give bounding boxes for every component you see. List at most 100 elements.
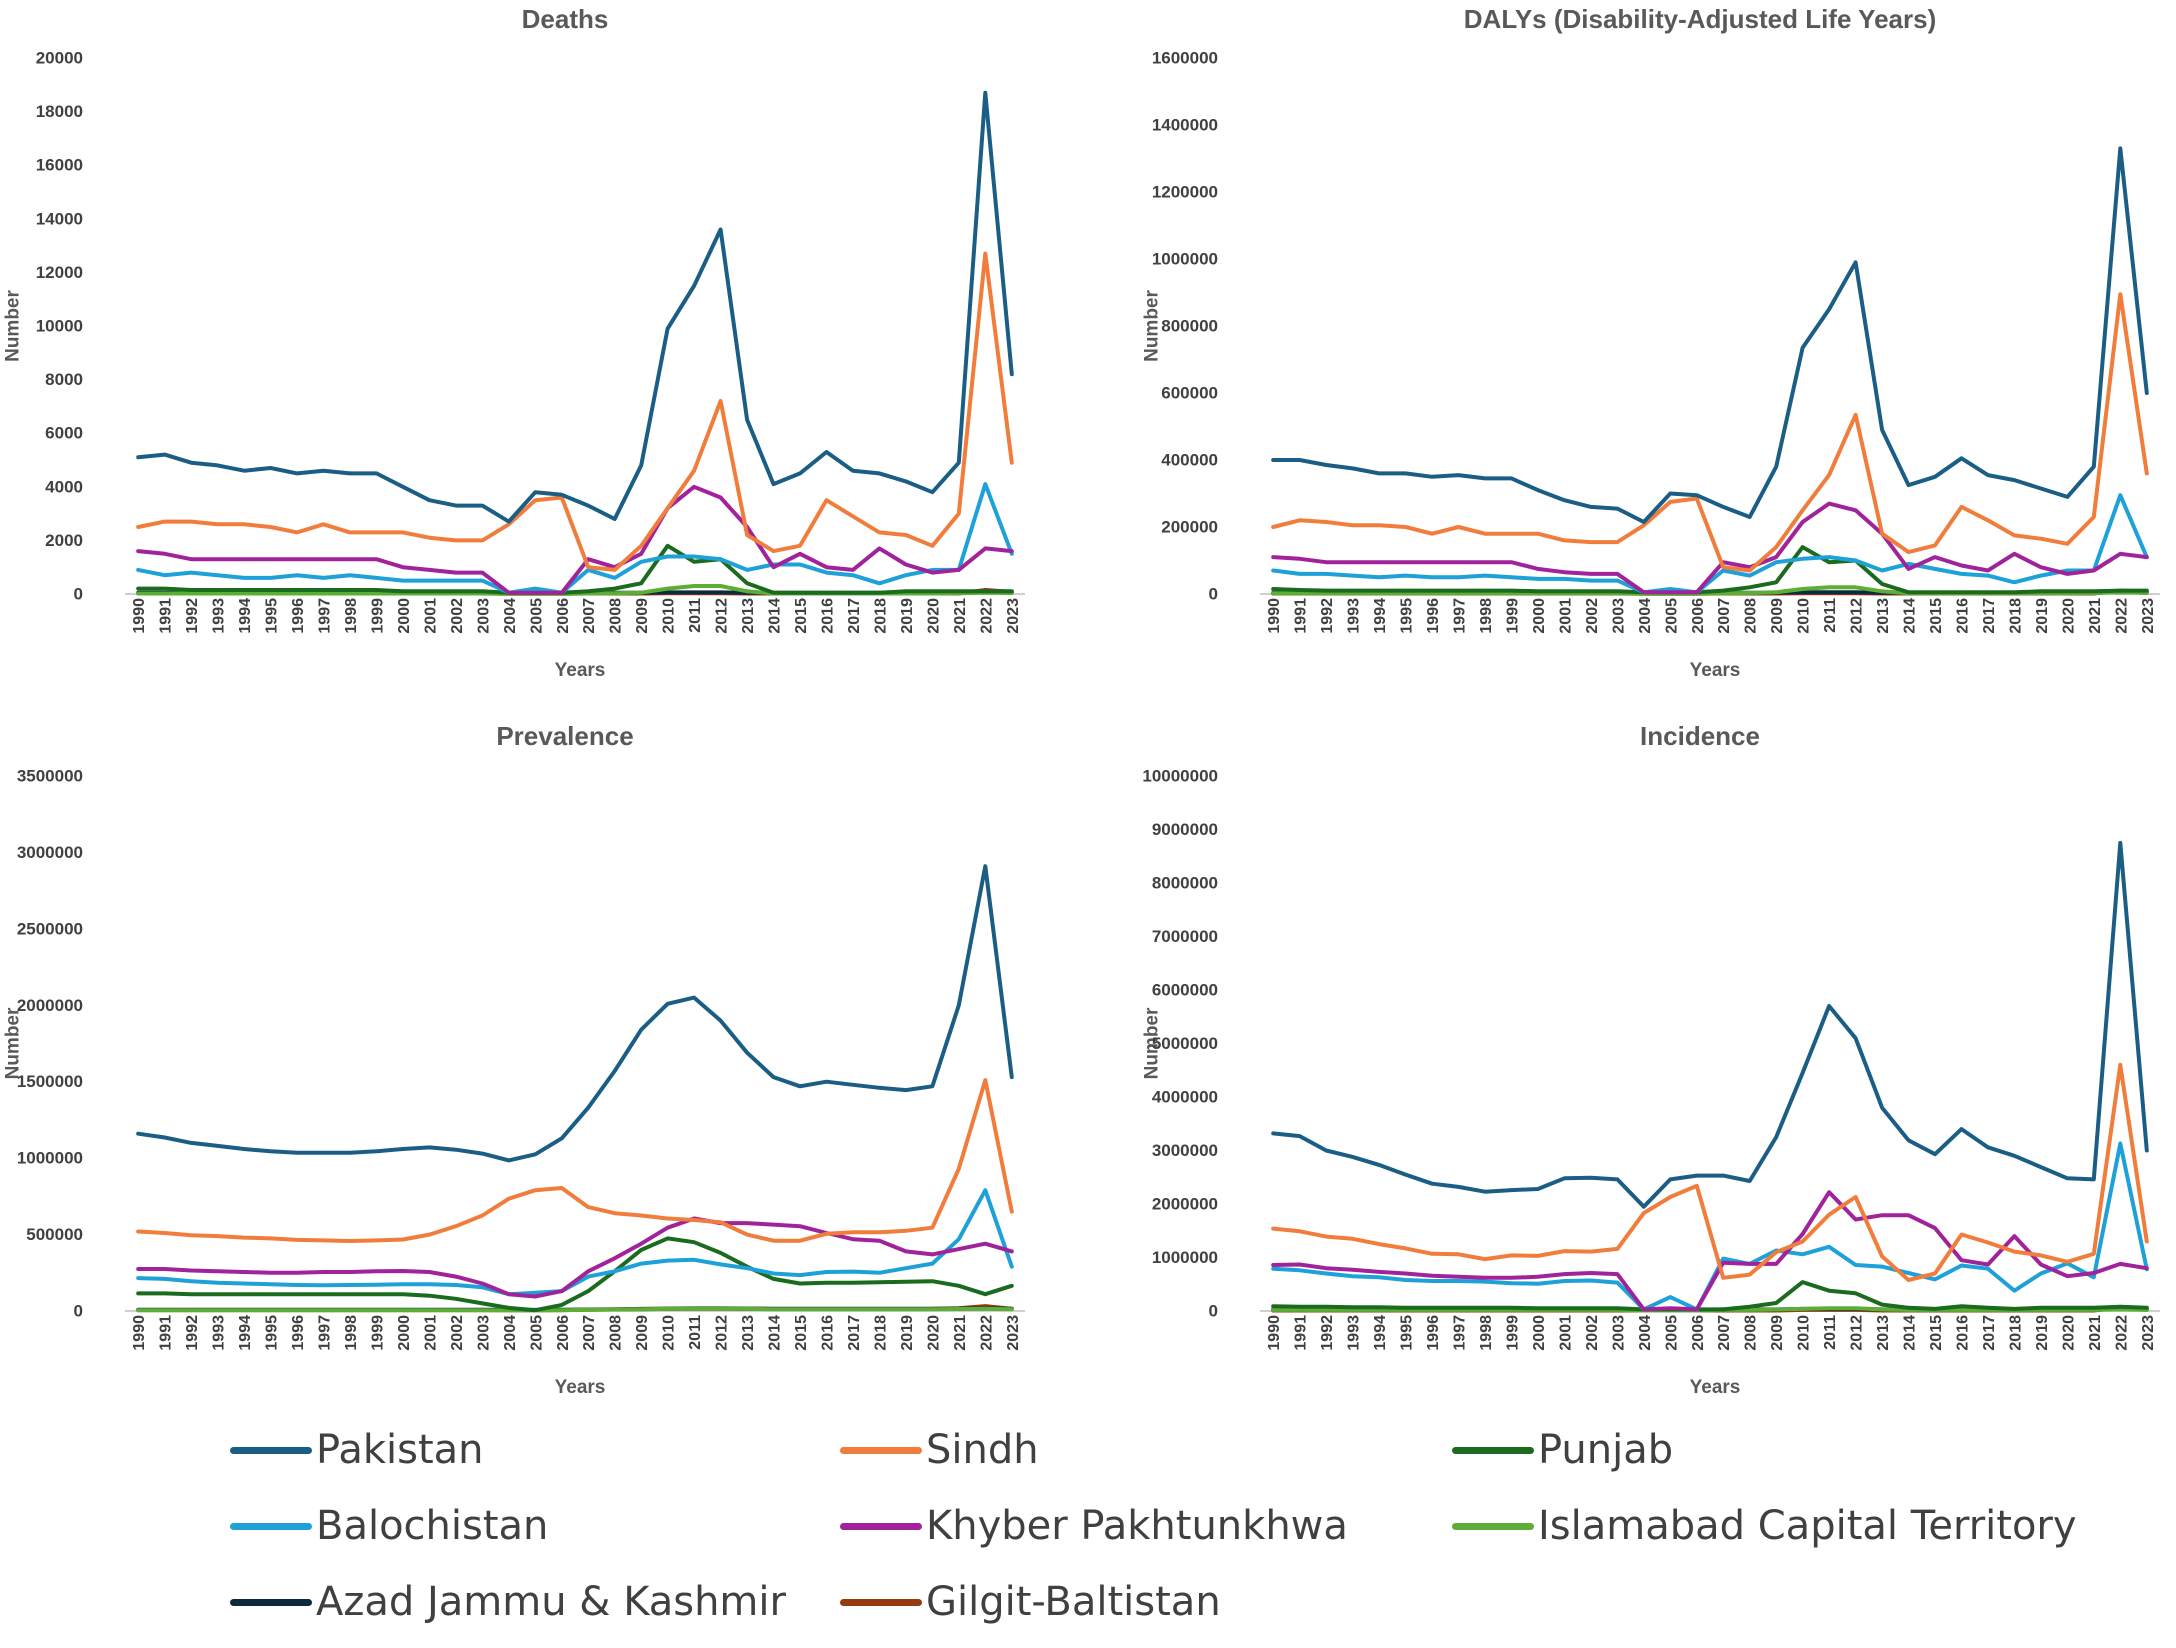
y-tick-label: 2000	[45, 531, 83, 550]
x-tick-label: 2011	[687, 1315, 704, 1350]
x-tick-label: 1995	[264, 598, 281, 634]
y-tick-label: 4000	[45, 477, 83, 496]
x-tick-label: 1996	[1425, 1315, 1442, 1351]
x-tick-label: 2006	[1690, 1315, 1707, 1351]
x-tick-label: 2011	[1822, 598, 1839, 633]
x-tick-label: 1996	[290, 598, 307, 634]
x-tick-label: 2000	[1531, 598, 1548, 634]
x-tick-label: 2017	[846, 1315, 863, 1351]
legend-swatch-islamabad	[1452, 1522, 1534, 1530]
x-tick-label: 1995	[264, 1315, 281, 1351]
series-line-sindh	[1271, 292, 2149, 573]
x-tick-label: 2004	[502, 598, 519, 634]
series-line-islamabad-capital-territory	[136, 1306, 1014, 1313]
y-tick-label: 10000	[36, 317, 83, 336]
x-tick-label: 2014	[1902, 598, 1919, 634]
x-tick-label: 1991	[158, 1315, 175, 1351]
x-tick-label: 2021	[952, 598, 969, 634]
y-tick-label: 2000000	[1152, 1195, 1218, 1214]
legend-swatch-khyber-pakhtunkhwa	[840, 1522, 922, 1530]
y-tick-label: 1500000	[17, 1072, 83, 1091]
series-line-sindh	[1271, 1062, 2149, 1282]
x-tick-label: 2005	[1663, 1315, 1680, 1351]
legend-label-azad-jammu-kashmir: Azad Jammu & Kashmir	[316, 1579, 786, 1625]
y-tick-label: 3000000	[17, 843, 83, 862]
x-tick-label: 2011	[1822, 1315, 1839, 1350]
x-tick-label: 2000	[396, 598, 413, 634]
x-tick-label: 2006	[555, 598, 572, 634]
x-tick-label: 2005	[1663, 598, 1680, 634]
x-tick-label: 2019	[2034, 598, 2051, 634]
chart-incidence: Incidence Number 0 1000000 2000000 3000000 400…	[1142, 721, 2160, 1398]
x-tick-label: 2009	[634, 598, 651, 634]
x-tick-label: 2014	[1902, 1315, 1919, 1351]
x-tick-label: 2002	[449, 1315, 466, 1351]
x-tick-label: 2021	[2087, 598, 2104, 634]
series-line-pakistan	[136, 90, 1014, 524]
x-tick-label: 2001	[422, 598, 439, 634]
series-line-pakistan	[136, 864, 1014, 1163]
x-tick-label: 1994	[1372, 598, 1389, 634]
x-tick-label: 2008	[608, 1315, 625, 1351]
x-tick-label: 2007	[1716, 1315, 1733, 1351]
y-tick-label: 1000000	[17, 1149, 83, 1168]
x-tick-label: 2007	[1716, 598, 1733, 634]
x-tick-label: 1991	[1293, 1315, 1310, 1351]
legend-item-punjab: Punjab	[1452, 1420, 1673, 1480]
y-tick-label: 18000	[36, 102, 83, 121]
x-tick-label: 2004	[502, 1315, 519, 1351]
legend-swatch-pakistan	[230, 1446, 312, 1454]
x-tick-label: 2010	[1796, 598, 1813, 634]
x-tick-label: 2012	[714, 598, 731, 634]
x-tick-label: 2007	[581, 598, 598, 634]
x-tick-label: 2004	[1637, 598, 1654, 634]
x-tick-label: 1995	[1399, 1315, 1416, 1351]
x-tick-label: 2009	[1769, 598, 1786, 634]
series-line-khyber-pakhtunkhwa	[1271, 1190, 2149, 1312]
x-tick-label: 2020	[925, 598, 942, 634]
x-tick-label: 2016	[819, 598, 836, 634]
legend-swatch-gilgit-baltistan	[840, 1598, 922, 1606]
legend-label-gilgit-baltistan: Gilgit-Baltistan	[926, 1579, 1221, 1625]
series-line-punjab	[1271, 1280, 2149, 1312]
x-tick-label: 2021	[2087, 1315, 2104, 1351]
y-tick-label: 0	[1209, 1302, 1218, 1321]
legend-label-balochistan: Balochistan	[316, 1503, 549, 1549]
legend-label-khyber-pakhtunkhwa: Khyber Pakhtunkhwa	[926, 1503, 1348, 1549]
legend-swatch-punjab	[1452, 1446, 1534, 1454]
x-tick-label: 2017	[1981, 1315, 1998, 1351]
x-tick-label: 1992	[184, 598, 201, 634]
x-tick-label: 2015	[1928, 598, 1945, 634]
x-tick-label: 2014	[767, 598, 784, 634]
x-tick-label: 2020	[2060, 1315, 2077, 1351]
x-tick-label: 2015	[793, 598, 810, 634]
x-tick-label: 2010	[661, 1315, 678, 1351]
x-tick-label: 1998	[343, 598, 360, 634]
y-tick-label: 16000	[36, 156, 83, 175]
x-tick-label: 1992	[1319, 598, 1336, 634]
y-tick-label: 0	[74, 585, 83, 604]
x-tick-label: 1998	[1478, 1315, 1495, 1351]
x-axis-label: Years	[1690, 1377, 1741, 1398]
chart-dalys-disability-adjusted-life-years: DALYs (Disability-Adjusted Life Years) Nu…	[1142, 4, 2160, 681]
x-tick-label: 2009	[1769, 1315, 1786, 1351]
x-tick-label: 2010	[1796, 1315, 1813, 1351]
x-tick-label: 1990	[131, 598, 148, 634]
x-tick-label: 2002	[1584, 1315, 1601, 1351]
x-tick-label: 2015	[1928, 1315, 1945, 1351]
series-line-pakistan	[1271, 146, 2149, 524]
legend-item-khyber-pakhtunkhwa: Khyber Pakhtunkhwa	[840, 1496, 1348, 1556]
x-tick-label: 1994	[237, 1315, 254, 1351]
x-tick-label: 2012	[1849, 1315, 1866, 1351]
legend: Pakistan Sindh Punjab Balochistan Khyber…	[230, 1420, 2130, 1640]
x-tick-label: 2008	[1743, 1315, 1760, 1351]
y-tick-label: 2500000	[17, 919, 83, 938]
y-tick-label: 3500000	[17, 767, 83, 786]
legend-item-pakistan: Pakistan	[230, 1420, 484, 1480]
series-line-sindh	[136, 1078, 1014, 1243]
x-tick-label: 1993	[1346, 1315, 1363, 1351]
x-tick-label: 1993	[211, 598, 228, 634]
y-axis-label: Number	[3, 1007, 24, 1079]
chart-title: Deaths	[522, 4, 609, 34]
y-tick-label: 0	[74, 1302, 83, 1321]
